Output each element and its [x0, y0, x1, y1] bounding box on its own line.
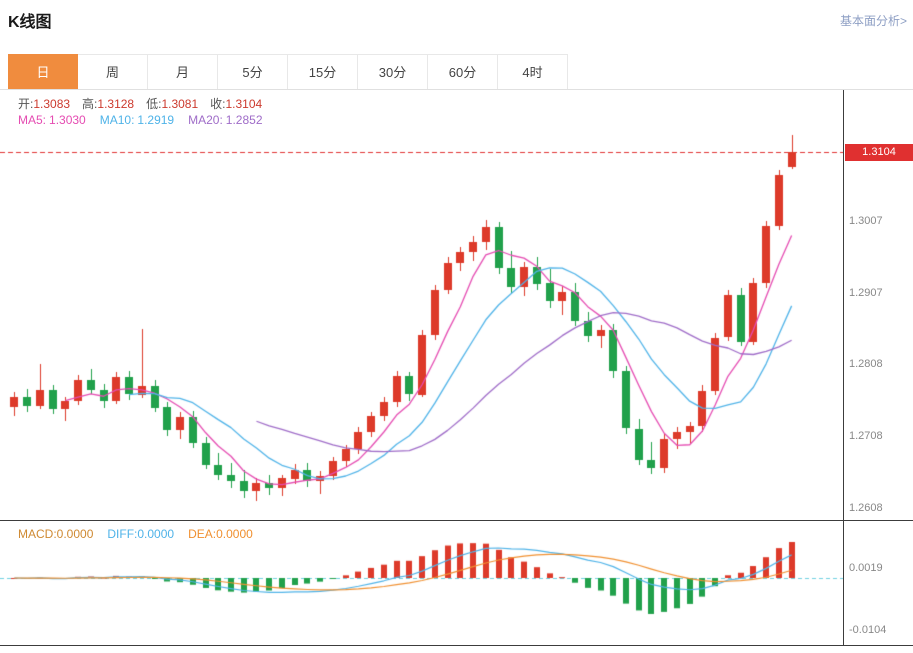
close-label: 收: — [210, 97, 226, 111]
macd-canvas[interactable] — [0, 521, 843, 646]
main-chart-area: 开:1.3083 高:1.3128 低:1.3081 收:1.3104 MA5: 1.3… — [0, 90, 843, 520]
close-value: 1.3104 — [225, 97, 263, 111]
page-title: K线图 — [8, 14, 52, 31]
macd-tick: 0.0019 — [849, 562, 883, 574]
diff-readout: DIFF:0.0000 — [107, 527, 175, 541]
price-axis: 1.3007 1.2907 1.2808 1.2708 1.2608 — [843, 90, 913, 520]
macd-info: MACD:0.0000 DIFF:0.0000 DEA:0.0000 — [18, 527, 253, 541]
tab-60分[interactable]: 60分 — [428, 54, 498, 90]
open-label: 开: — [18, 97, 34, 111]
ma10-readout: MA10: 1.2919 — [99, 113, 175, 127]
tab-5分[interactable]: 5分 — [218, 54, 288, 90]
open-value: 1.3083 — [33, 97, 71, 111]
fundamental-analysis-link[interactable]: 基本面分析> — [839, 14, 907, 28]
macd-panel: MACD:0.0000 DIFF:0.0000 DEA:0.0000 — [0, 521, 843, 646]
candlestick-canvas[interactable] — [0, 90, 843, 520]
macd-tick: -0.0104 — [849, 624, 887, 636]
axis-divider-line — [843, 90, 844, 646]
tab-日[interactable]: 日 — [8, 54, 78, 90]
tab-30分[interactable]: 30分 — [358, 54, 428, 90]
tab-15分[interactable]: 15分 — [288, 54, 358, 90]
high-value: 1.3128 — [97, 97, 135, 111]
price-tick: 1.3007 — [849, 215, 883, 228]
ma-info: MA5: 1.3030 MA10: 1.2919 MA20: 1.2852 — [18, 113, 263, 127]
bottom-border-line — [0, 645, 913, 646]
ohlc-info: 开:1.3083 高:1.3128 低:1.3081 收:1.3104 — [18, 95, 274, 112]
tab-月[interactable]: 月 — [148, 54, 218, 90]
ma5-readout: MA5: 1.3030 — [18, 113, 86, 127]
low-value: 1.3081 — [161, 97, 199, 111]
ma20-readout: MA20: 1.2852 — [188, 113, 263, 127]
price-tick: 1.2708 — [849, 430, 883, 442]
price-tick: 1.2608 — [849, 501, 883, 514]
dea-readout: DEA:0.0000 — [188, 527, 253, 541]
panel-divider-line — [0, 520, 913, 521]
high-label: 高: — [82, 97, 98, 111]
last-price-badge: 1.3104 — [845, 143, 913, 161]
price-tick: 1.2907 — [849, 287, 883, 300]
price-tick: 1.2808 — [849, 358, 883, 371]
macd-axis: 0.0019 -0.0104 — [843, 521, 913, 646]
macd-readout: MACD:0.0000 — [18, 527, 94, 541]
tab-4时[interactable]: 4时 — [498, 54, 568, 90]
tabs-underline — [0, 89, 913, 90]
tab-周[interactable]: 周 — [78, 54, 148, 90]
period-tabs: 日周月 5分 15分 30分 60分 4时 — [8, 54, 568, 90]
low-label: 低: — [146, 97, 162, 111]
